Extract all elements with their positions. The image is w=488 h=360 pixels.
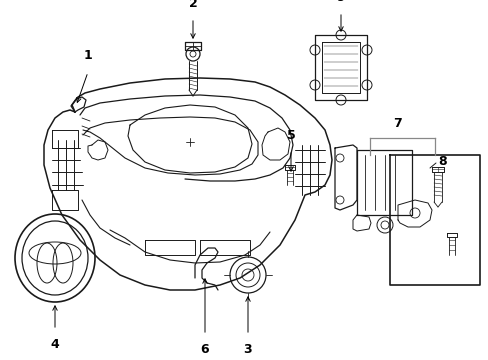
Text: 4: 4 (51, 338, 59, 351)
Text: 8: 8 (437, 155, 446, 168)
Text: 9: 9 (336, 0, 345, 4)
Text: 3: 3 (243, 343, 252, 356)
Text: 2: 2 (188, 0, 197, 10)
Text: 5: 5 (286, 129, 295, 142)
Text: 1: 1 (83, 49, 92, 62)
Text: 7: 7 (392, 117, 401, 130)
Text: 6: 6 (200, 343, 209, 356)
